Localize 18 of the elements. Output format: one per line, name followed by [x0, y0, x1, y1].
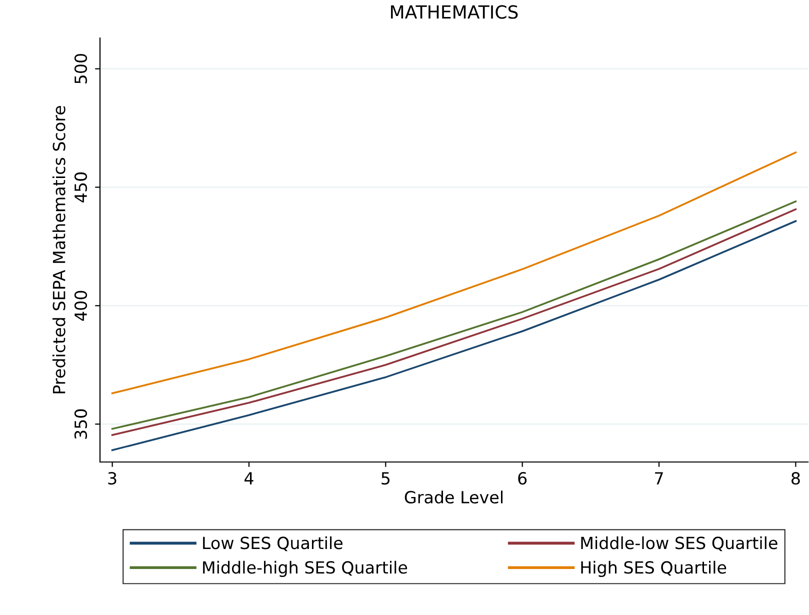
legend-label: Low SES Quartile — [203, 536, 342, 552]
x-tick-label: 8 — [792, 472, 800, 485]
y-axis-title: Predicted SEPA Mathematics Score — [52, 106, 66, 394]
x-tick-label: 6 — [518, 472, 527, 485]
x-tick-label: 4 — [244, 472, 254, 484]
y-tick-label: 400 — [74, 290, 88, 321]
x-tick-label: 7 — [655, 472, 663, 484]
legend-label: Middle-low SES Quartile — [581, 536, 778, 552]
y-tick-label: 500 — [74, 54, 88, 84]
x-tick-label: 3 — [108, 472, 116, 485]
x-axis-title: Grade Level — [404, 490, 502, 504]
x-tick-label: 5 — [382, 472, 390, 485]
legend-label: High SES Quartile — [581, 560, 726, 577]
y-tick-label: 450 — [74, 172, 88, 202]
y-tick-label: 350 — [74, 409, 88, 439]
legend-label: Middle-high SES Quartile — [203, 560, 408, 577]
line-series — [111, 152, 797, 394]
chart-title: MATHEMATICS — [391, 5, 518, 19]
